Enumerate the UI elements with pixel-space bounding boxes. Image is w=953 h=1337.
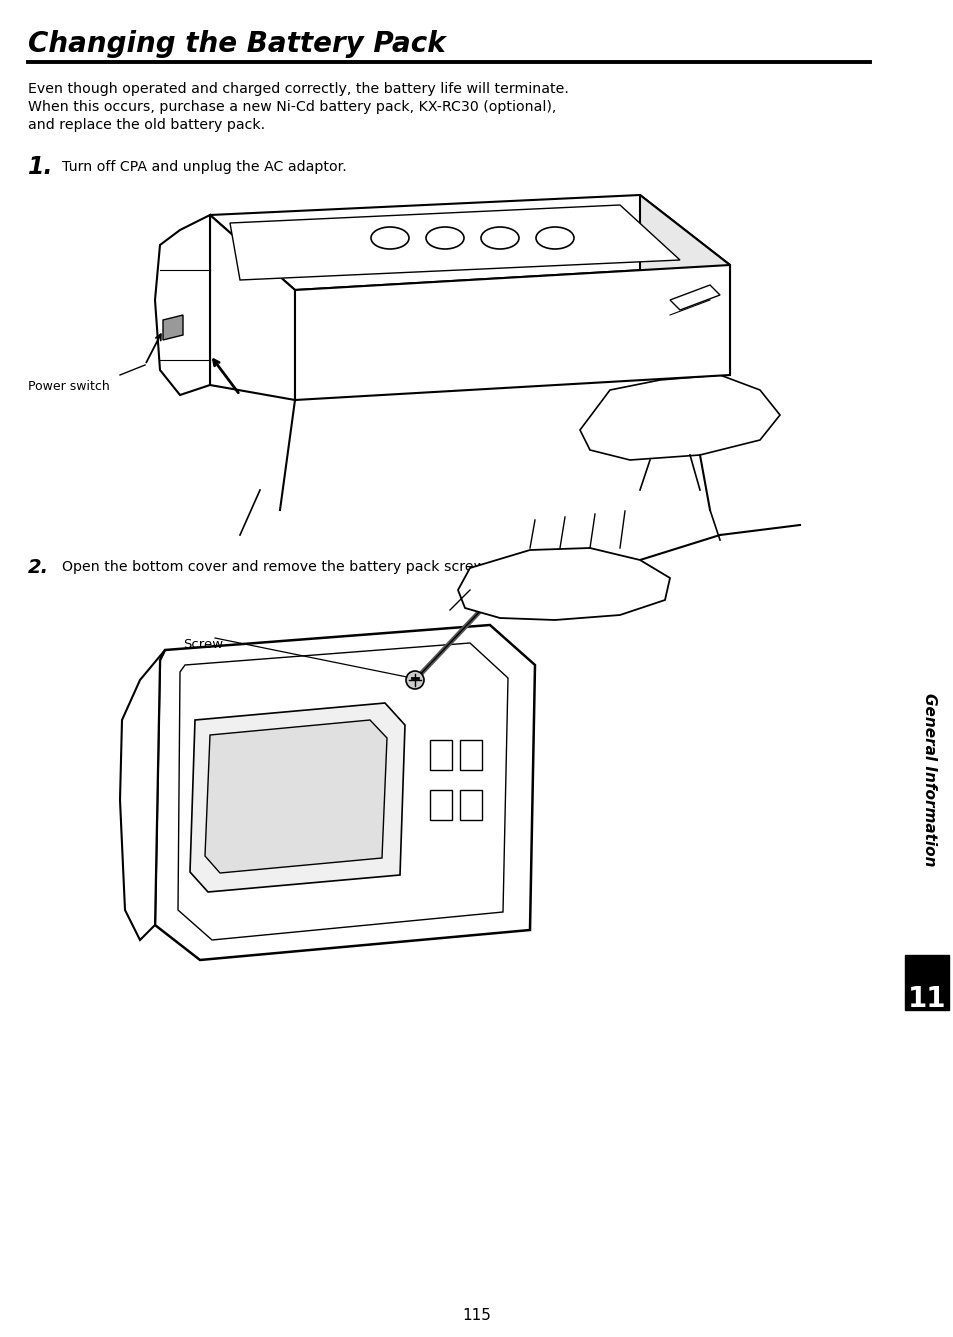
Text: General Information: General Information — [922, 694, 937, 866]
Ellipse shape — [371, 227, 409, 249]
Ellipse shape — [480, 227, 518, 249]
Polygon shape — [230, 205, 679, 279]
Text: When this occurs, purchase a new Ni-Cd battery pack, KX-RC30 (optional),: When this occurs, purchase a new Ni-Cd b… — [28, 100, 556, 114]
Text: 11: 11 — [907, 985, 945, 1013]
Text: and replace the old battery pack.: and replace the old battery pack. — [28, 118, 265, 132]
Text: 1.: 1. — [28, 155, 53, 179]
Ellipse shape — [426, 227, 463, 249]
Polygon shape — [205, 721, 387, 873]
Polygon shape — [163, 316, 183, 340]
Text: Screw: Screw — [183, 638, 223, 651]
FancyBboxPatch shape — [904, 955, 948, 1009]
Text: Turn off CPA and unplug the AC adaptor.: Turn off CPA and unplug the AC adaptor. — [62, 160, 346, 174]
Circle shape — [406, 671, 423, 689]
Text: Open the bottom cover and remove the battery pack screw.: Open the bottom cover and remove the bat… — [62, 560, 488, 574]
Polygon shape — [457, 548, 669, 620]
Text: Power switch: Power switch — [28, 380, 110, 393]
Polygon shape — [294, 265, 729, 400]
Text: 115: 115 — [462, 1308, 491, 1324]
Text: Changing the Battery Pack: Changing the Battery Pack — [28, 29, 445, 57]
Polygon shape — [154, 215, 210, 394]
Polygon shape — [210, 215, 294, 400]
Polygon shape — [190, 703, 405, 892]
Ellipse shape — [536, 227, 574, 249]
Text: Even though operated and charged correctly, the battery life will terminate.: Even though operated and charged correct… — [28, 82, 568, 96]
Bar — [430, 739, 452, 770]
Polygon shape — [210, 195, 729, 290]
Bar — [430, 790, 452, 820]
Text: 2.: 2. — [28, 558, 49, 578]
Polygon shape — [669, 285, 720, 310]
Polygon shape — [579, 374, 780, 460]
Polygon shape — [120, 650, 165, 940]
Bar — [459, 739, 481, 770]
Polygon shape — [639, 195, 729, 374]
Polygon shape — [154, 624, 535, 960]
Bar — [459, 790, 481, 820]
